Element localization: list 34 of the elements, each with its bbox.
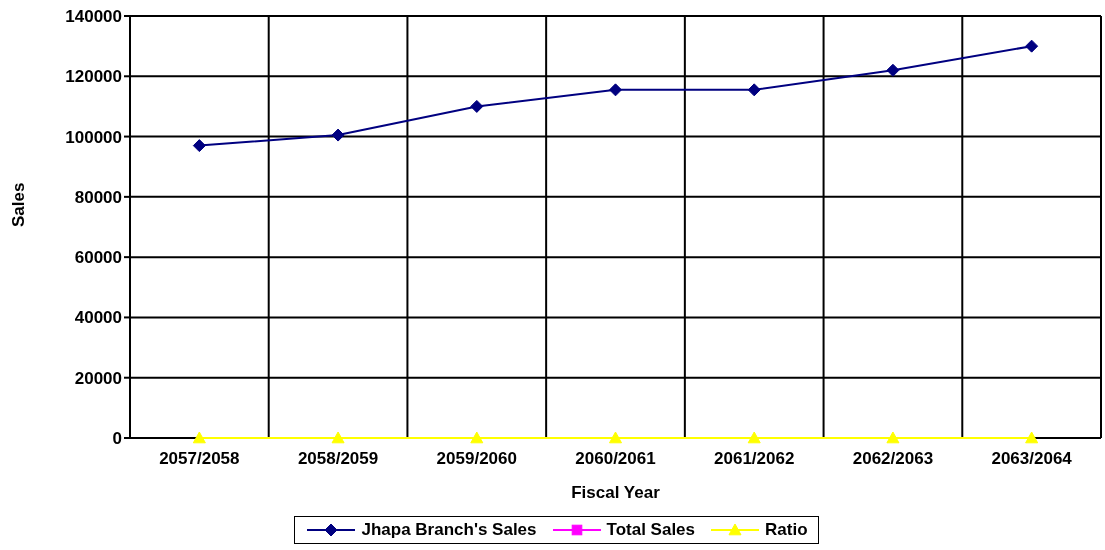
x-tick-label: 2059/2060 (436, 449, 517, 469)
x-tick-label: 2063/2064 (991, 449, 1073, 469)
legend-label: Ratio (765, 520, 808, 540)
point (609, 83, 622, 97)
x-tick-label: 2057/2058 (159, 449, 240, 469)
point (331, 128, 345, 142)
point (192, 431, 206, 444)
y-tick-label: 40000 (74, 308, 122, 328)
x-tick-label: 2061/2062 (714, 449, 795, 469)
point (886, 431, 900, 444)
y-tick-label: 120000 (65, 67, 122, 87)
legend-label: Jhapa Branch's Sales (361, 520, 537, 540)
point (192, 139, 206, 153)
x-axis-title: Fiscal Year (571, 483, 661, 502)
x-tick-label: 2060/2061 (575, 449, 656, 469)
y-tick-label: 60000 (74, 248, 122, 268)
point (747, 83, 761, 97)
point (1025, 431, 1039, 444)
y-tick-label: 100000 (65, 127, 122, 147)
point (470, 99, 484, 113)
x-tick-label: 2058/2059 (297, 449, 379, 469)
y-tick-label: 140000 (65, 7, 122, 27)
x-tick-label: 2062/2063 (852, 449, 934, 469)
point (470, 431, 484, 444)
point (886, 63, 900, 77)
point (1025, 39, 1039, 53)
y-tick-label: 0 (112, 429, 122, 449)
point (331, 431, 345, 444)
y-tick-label: 80000 (74, 187, 122, 207)
y-axis-title: Sales (9, 182, 29, 227)
y-tick-label: 20000 (74, 368, 122, 388)
legend-label: Total Sales (606, 520, 696, 540)
point (747, 431, 761, 444)
point (609, 431, 622, 444)
